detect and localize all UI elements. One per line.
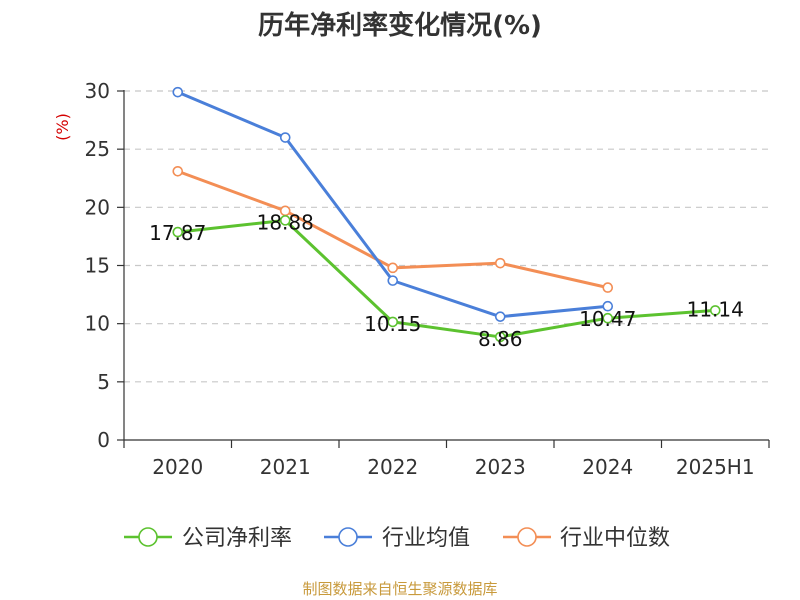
- legend-label: 行业均值: [382, 526, 470, 551]
- series-group: [172, 86, 721, 343]
- data-point: [602, 282, 614, 293]
- legend-label: 行业中位数: [560, 526, 670, 551]
- data-point: [387, 316, 399, 328]
- legend-label: 公司净利率: [182, 526, 292, 551]
- data-label: 8.86: [478, 327, 523, 351]
- data-labels: 17.87 18.88 10.15 8.86 10.47 11.14: [149, 210, 744, 351]
- data-point: [172, 165, 184, 177]
- data-point: [279, 132, 291, 143]
- data-label: 10.47: [579, 307, 636, 331]
- data-label: 18.88: [257, 210, 314, 234]
- data-point: [172, 226, 184, 238]
- grid-lines: [124, 90, 769, 383]
- y-tick-label: 20: [85, 195, 110, 219]
- y-tick-label: 10: [85, 312, 110, 336]
- data-point: [602, 312, 614, 324]
- y-tick-label: 30: [85, 79, 110, 103]
- x-tick-label: 2022: [367, 455, 418, 479]
- y-tick-label: 5: [97, 370, 110, 394]
- x-tick-label: 2020: [152, 455, 203, 479]
- data-point: [387, 262, 399, 274]
- x-tick-label: 2024: [582, 455, 633, 479]
- source-note: 制图数据来自恒生聚源数据库: [302, 580, 497, 598]
- chart-title: 历年净利率变化情况(%): [258, 10, 542, 41]
- data-point: [494, 257, 506, 269]
- y-tick-label: 0: [97, 428, 110, 452]
- axes: 0 5 10 15 20 25 30 2020 2021 2022 2023 2024 2025H1: [85, 79, 770, 479]
- legend-marker: [338, 527, 358, 547]
- data-point: [494, 311, 506, 322]
- y-tick-label: 25: [85, 137, 110, 161]
- x-tick-label: 2021: [260, 455, 311, 479]
- y-tick-label: 15: [85, 254, 110, 278]
- series-line: [177, 218, 716, 339]
- data-label: 11.14: [687, 297, 744, 321]
- data-point: [709, 305, 721, 316]
- data-label: 10.15: [364, 312, 421, 336]
- x-tick-label: 2023: [475, 455, 526, 479]
- data-point: [602, 300, 614, 312]
- y-axis-unit: (%): [53, 113, 72, 141]
- data-point: [387, 275, 399, 286]
- x-tick-label: 2025H1: [676, 455, 755, 479]
- data-label: 17.87: [149, 221, 206, 245]
- legend: 公司净利率 行业均值 行业中位数: [124, 526, 670, 551]
- data-point: [172, 86, 184, 98]
- legend-marker: [517, 527, 537, 547]
- legend-marker: [138, 527, 158, 547]
- data-point: [494, 331, 506, 343]
- data-point: [279, 215, 291, 226]
